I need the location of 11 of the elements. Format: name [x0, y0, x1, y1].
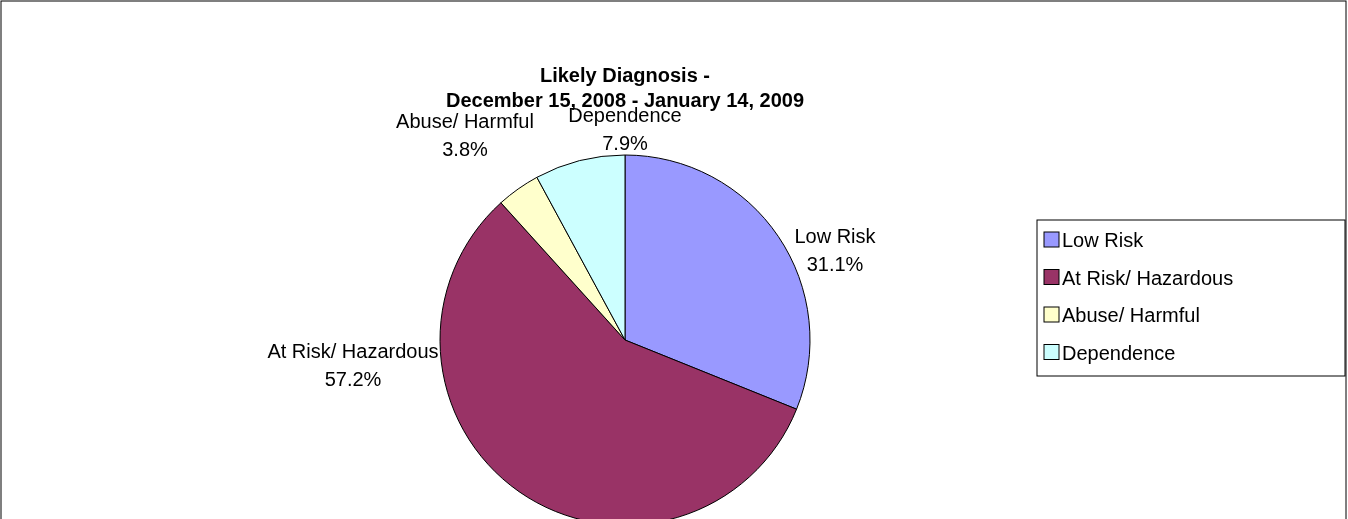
legend-label: At Risk/ Hazardous	[1062, 266, 1234, 289]
slice-label: At Risk/ Hazardous	[267, 340, 439, 362]
legend-label: Dependence	[1062, 341, 1176, 364]
data-label: 3.8%	[442, 138, 489, 160]
slice-label: Abuse/ Harmful	[396, 110, 534, 132]
slice-label: Low Risk	[794, 225, 877, 247]
data-label: 57.2%	[324, 368, 382, 390]
legend-label: Low Risk	[1062, 229, 1145, 251]
data-label: 31.1%	[806, 253, 864, 275]
data-label: 7.9%	[602, 132, 649, 154]
legend-label: Abuse/ Harmful	[1062, 304, 1200, 326]
